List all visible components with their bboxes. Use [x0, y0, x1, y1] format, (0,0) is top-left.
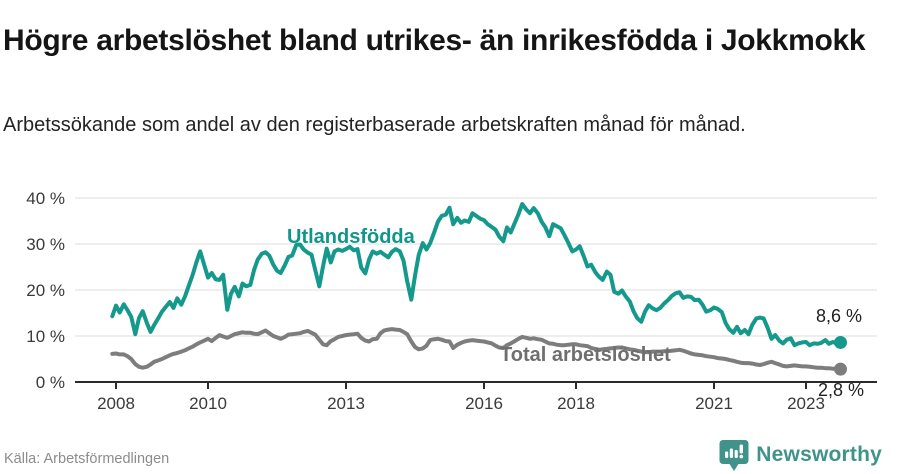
source-note: Källa: Arbetsförmedlingen [4, 451, 170, 467]
newsworthy-logo: Newsworthy [719, 438, 882, 472]
page-subtitle: Arbetssökande som andel av den registerb… [3, 114, 746, 136]
x-tick-label: 2013 [327, 394, 365, 413]
series-label-utlandsfodda: Utlandsfödda [287, 226, 415, 248]
y-tick-label: 20 % [26, 281, 65, 300]
line-chart: 2008 2010 2013 2016 2018 2021 2023 0 % 10 % 20 % 3… [26, 189, 877, 413]
series-line [110, 202, 843, 348]
x-tick-label: 2016 [465, 394, 503, 413]
page-title: Högre arbetslöshet bland utrikes- än inr… [3, 24, 866, 58]
series-label-total-arbetsloshet: Total arbetslöshet [500, 344, 671, 366]
x-tick-label: 2023 [787, 394, 825, 413]
series-line [110, 327, 843, 372]
series-end-dot [834, 335, 847, 349]
end-value-label-total: 2,8 % [818, 380, 865, 400]
newsworthy-pin-chart-icon [719, 439, 749, 471]
x-tick-label: 2010 [189, 394, 227, 413]
y-tick-label: 0 % [36, 373, 65, 392]
series-end-dot [834, 362, 847, 376]
y-tick-label: 10 % [26, 327, 65, 346]
y-tick-label: 30 % [26, 235, 65, 254]
x-tick-label: 2018 [557, 394, 595, 413]
y-tick-label: 40 % [26, 189, 65, 208]
end-value-label-utlandsfodda: 8,6 % [816, 306, 863, 326]
newsworthy-wordmark: Newsworthy [756, 443, 882, 466]
x-tick-label: 2008 [97, 394, 135, 413]
x-tick-label: 2021 [695, 394, 733, 413]
